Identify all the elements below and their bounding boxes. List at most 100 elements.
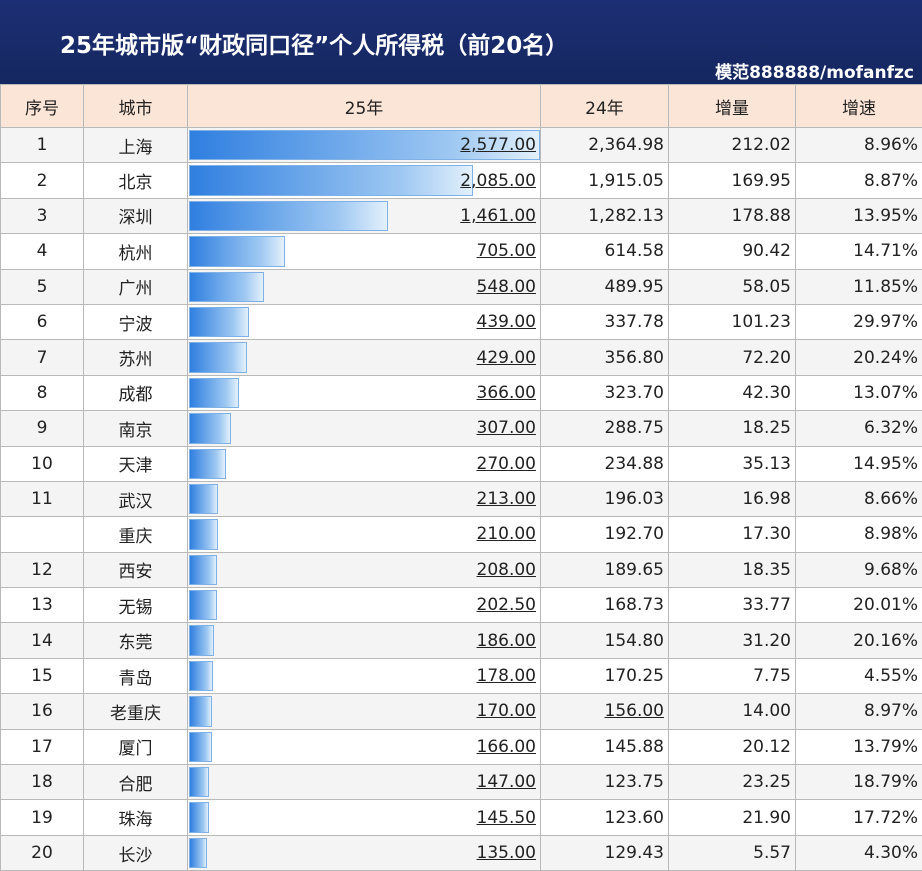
value-25-cell: 429.00	[188, 340, 541, 375]
growth-cell: 9.68%	[796, 552, 922, 587]
bar	[189, 661, 213, 691]
increase-cell: 31.20	[669, 623, 796, 658]
value-25-cell: 439.00	[188, 304, 541, 339]
value-25-cell: 210.00	[188, 517, 541, 552]
value-25-cell: 2,577.00	[188, 128, 541, 163]
growth-cell: 17.72%	[796, 800, 922, 835]
value-25-cell: 170.00	[188, 694, 541, 729]
bar	[189, 272, 264, 302]
city-cell: 东莞	[84, 623, 188, 658]
bar	[189, 307, 249, 337]
increase-cell: 23.25	[669, 765, 796, 800]
growth-cell: 13.07%	[796, 375, 922, 410]
value-24-cell: 189.65	[541, 552, 669, 587]
increase-cell: 18.35	[669, 552, 796, 587]
bar	[189, 590, 217, 620]
value-25-cell: 147.00	[188, 765, 541, 800]
increase-cell: 20.12	[669, 729, 796, 764]
bar-value-label: 2,085.00	[460, 171, 536, 191]
bar	[189, 732, 212, 762]
bar	[189, 342, 247, 372]
value-24-cell: 196.03	[541, 481, 669, 516]
bar-value-label: 429.00	[477, 348, 536, 368]
rank-cell: 14	[1, 623, 84, 658]
increase-cell: 17.30	[669, 517, 796, 552]
rank-cell: 2	[1, 163, 84, 198]
city-cell: 杭州	[84, 234, 188, 269]
rank-cell: 19	[1, 800, 84, 835]
bar-value-label: 439.00	[477, 312, 536, 332]
bar-value-label: 178.00	[477, 666, 536, 686]
city-cell: 南京	[84, 411, 188, 446]
rank-cell: 7	[1, 340, 84, 375]
rank-cell: 17	[1, 729, 84, 764]
growth-cell: 14.71%	[796, 234, 922, 269]
city-cell: 深圳	[84, 198, 188, 233]
increase-cell: 58.05	[669, 269, 796, 304]
value-24-cell: 323.70	[541, 375, 669, 410]
rank-cell: 6	[1, 304, 84, 339]
rank-cell: 11	[1, 481, 84, 516]
value-24-cell: 156.00	[541, 694, 669, 729]
value-25-cell: 145.50	[188, 800, 541, 835]
value-25-cell: 213.00	[188, 481, 541, 516]
bar	[189, 696, 212, 726]
increase-cell: 35.13	[669, 446, 796, 481]
value-25-cell: 208.00	[188, 552, 541, 587]
increase-cell: 42.30	[669, 375, 796, 410]
value-24-cell: 192.70	[541, 517, 669, 552]
value-24-cell: 123.60	[541, 800, 669, 835]
rank-cell: 3	[1, 198, 84, 233]
bar-value-label: 705.00	[477, 241, 536, 261]
value-24-cell: 129.43	[541, 835, 669, 870]
bar-value-label: 186.00	[477, 631, 536, 651]
header-city: 城市	[84, 85, 188, 128]
value-25-cell: 202.50	[188, 588, 541, 623]
value-25-cell: 186.00	[188, 623, 541, 658]
value-24-cell: 288.75	[541, 411, 669, 446]
rank-cell: 1	[1, 128, 84, 163]
bar-value-label: 2,577.00	[460, 135, 536, 155]
header-growth: 增速	[796, 85, 922, 128]
bar	[189, 767, 209, 797]
increase-cell: 178.88	[669, 198, 796, 233]
growth-cell: 20.01%	[796, 588, 922, 623]
bar	[189, 165, 473, 195]
value-25-cell: 366.00	[188, 375, 541, 410]
growth-cell: 4.30%	[796, 835, 922, 870]
city-cell: 青岛	[84, 658, 188, 693]
header-increase: 增量	[669, 85, 796, 128]
growth-cell: 8.66%	[796, 481, 922, 516]
chart-title: 25年城市版“财政同口径”个人所得税（前20名）	[60, 26, 568, 60]
value-25-cell: 270.00	[188, 446, 541, 481]
value-24-cell: 337.78	[541, 304, 669, 339]
value-25-cell: 1,461.00	[188, 198, 541, 233]
value-24-cell: 1,282.13	[541, 198, 669, 233]
bar-value-label: 170.00	[477, 701, 536, 721]
growth-cell: 14.95%	[796, 446, 922, 481]
bar	[189, 802, 209, 832]
bar	[189, 378, 239, 408]
value-25-cell: 2,085.00	[188, 163, 541, 198]
value-25-cell: 548.00	[188, 269, 541, 304]
value-24-cell: 1,915.05	[541, 163, 669, 198]
header-24: 24年	[541, 85, 669, 128]
bar	[189, 236, 285, 266]
growth-cell: 4.55%	[796, 658, 922, 693]
rank-cell: 20	[1, 835, 84, 870]
bar	[189, 625, 214, 655]
city-cell: 厦门	[84, 729, 188, 764]
